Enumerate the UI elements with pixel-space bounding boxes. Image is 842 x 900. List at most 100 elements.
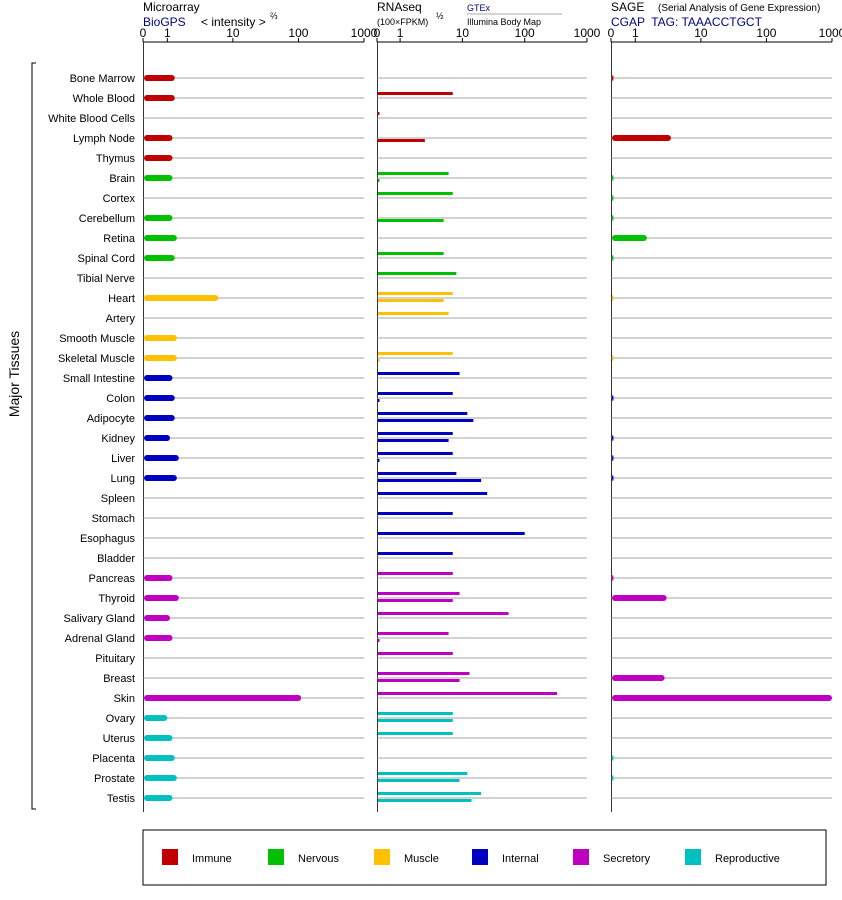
rnaseq-gtex-bar	[378, 392, 453, 395]
microarray-bar	[144, 155, 173, 161]
microarray-bar	[144, 755, 175, 761]
rnaseq-gtex-bar	[378, 372, 460, 375]
rnaseq-bodymap-bar	[378, 779, 460, 782]
microarray-bar	[144, 255, 175, 261]
microarray-bar	[144, 75, 175, 81]
rnaseq-bodymap-bar	[378, 299, 444, 302]
microarray-bar	[144, 295, 219, 301]
legend-item: Nervous	[268, 849, 339, 865]
rnaseq-gtex-bar	[378, 772, 468, 775]
legend-label: Secretory	[603, 853, 651, 865]
microarray-header: Microarray BioGPS < intensity > ⅔	[143, 0, 278, 29]
tissue-label: Whole Blood	[73, 93, 135, 105]
rnaseq-gtex-bar	[378, 512, 453, 515]
microarray-bar	[144, 595, 179, 601]
tissue-label: Smooth Muscle	[59, 333, 135, 345]
legend-swatch	[472, 849, 488, 865]
microarray-bar	[144, 175, 173, 181]
rnaseq-gtex-bar	[378, 572, 453, 575]
sage-bar	[612, 175, 614, 181]
microarray-tick-label: 10	[226, 26, 240, 40]
microarray-bar	[144, 715, 168, 721]
microarray-bar	[144, 795, 173, 801]
rnaseq-bodymap-bar	[378, 439, 449, 442]
rnaseq-gtex-bar	[378, 412, 468, 415]
tissue-label: Thyroid	[98, 593, 135, 605]
tissue-label: Adipocyte	[87, 413, 135, 425]
tissue-label: Bladder	[97, 553, 135, 565]
bars-layer	[144, 75, 832, 802]
axes-layer: 011010010000110100100001101001000	[140, 26, 842, 812]
major-tissues-label: Major Tissues	[6, 331, 22, 417]
rnaseq-tick-label: 0	[374, 26, 381, 40]
sage-bar	[612, 135, 671, 141]
microarray-title: Microarray	[143, 0, 200, 14]
tissue-label: Thymus	[96, 153, 136, 165]
microarray-unit: < intensity >	[201, 15, 266, 29]
legend-swatch	[573, 849, 589, 865]
legend-item: Immune	[162, 849, 232, 865]
tissue-label: Kidney	[101, 433, 135, 445]
microarray-bar	[144, 735, 173, 741]
rnaseq-gtex-bar	[378, 452, 453, 455]
rnaseq-gtex-bar	[378, 432, 453, 435]
tissue-label: Colon	[106, 393, 135, 405]
tissue-label: Lung	[111, 473, 135, 485]
rnaseq-gtex-bar	[378, 532, 525, 535]
microarray-bar	[144, 235, 177, 241]
legend-items: Immune Nervous Muscle Internal Secretory Repr…	[162, 849, 780, 865]
tissue-label: Spinal Cord	[78, 253, 135, 265]
rnaseq-gtex-bar	[378, 632, 449, 635]
microarray-bar	[144, 95, 175, 101]
rnaseq-source-gtex: GTEx	[467, 3, 491, 13]
rnaseq-gtex-bar	[378, 612, 509, 615]
rnaseq-gtex-bar	[378, 252, 444, 255]
microarray-tick-label: 100	[288, 26, 308, 40]
sage-header: SAGE (Serial Analysis of Gene Expression…	[611, 0, 820, 29]
tissue-label: Cerebellum	[79, 213, 135, 225]
tissue-label: Brain	[109, 173, 135, 185]
tissue-label: Skeletal Muscle	[58, 353, 135, 365]
microarray-unit-exponent: ⅔	[270, 11, 278, 21]
microarray-tick-label: 1	[164, 26, 171, 40]
tissue-label: White Blood Cells	[48, 113, 135, 125]
legend-label: Muscle	[404, 853, 439, 865]
sage-bar	[612, 195, 614, 201]
rnaseq-gtex-bar	[378, 312, 449, 315]
sage-subtitle: (Serial Analysis of Gene Expression)	[658, 3, 820, 14]
rnaseq-gtex-bar	[378, 792, 482, 795]
legend-label: Immune	[192, 853, 232, 865]
tissue-label: Ovary	[106, 713, 136, 725]
sage-bar	[612, 215, 614, 221]
rnaseq-bodymap-bar	[378, 139, 425, 142]
tissue-label: Skin	[114, 693, 135, 705]
major-tissues-bracket: Major Tissues	[6, 62, 36, 810]
sage-title: SAGE	[611, 0, 644, 14]
rnaseq-gtex-bar	[378, 472, 457, 475]
rnaseq-bodymap-bar	[378, 419, 474, 422]
rnaseq-bodymap-bar	[378, 639, 380, 642]
sage-bar	[612, 75, 614, 81]
rnaseq-bodymap-bar	[378, 179, 380, 182]
rnaseq-gtex-bar	[378, 172, 449, 175]
sage-tick-label: 10	[694, 26, 708, 40]
tissue-label: Esophagus	[80, 533, 136, 545]
rnaseq-gtex-bar	[378, 492, 488, 495]
sage-bar	[612, 595, 667, 601]
legend-item: Secretory	[573, 849, 651, 865]
rnaseq-tick-label: 100	[515, 26, 535, 40]
sage-tick-label: 1	[632, 26, 639, 40]
microarray-bar	[144, 215, 173, 221]
microarray-bar	[144, 475, 177, 481]
rnaseq-bodymap-bar	[378, 599, 453, 602]
rnaseq-bodymap-bar	[378, 219, 444, 222]
rnaseq-tick-label: 10	[456, 26, 470, 40]
tissue-label: Cortex	[103, 193, 136, 205]
rnaseq-bodymap-bar	[378, 479, 482, 482]
tissue-label: Testis	[107, 793, 136, 805]
microarray-bar	[144, 435, 171, 441]
tissue-label: Spleen	[101, 493, 135, 505]
rnaseq-bodymap-bar	[378, 719, 453, 722]
microarray-bar	[144, 575, 173, 581]
